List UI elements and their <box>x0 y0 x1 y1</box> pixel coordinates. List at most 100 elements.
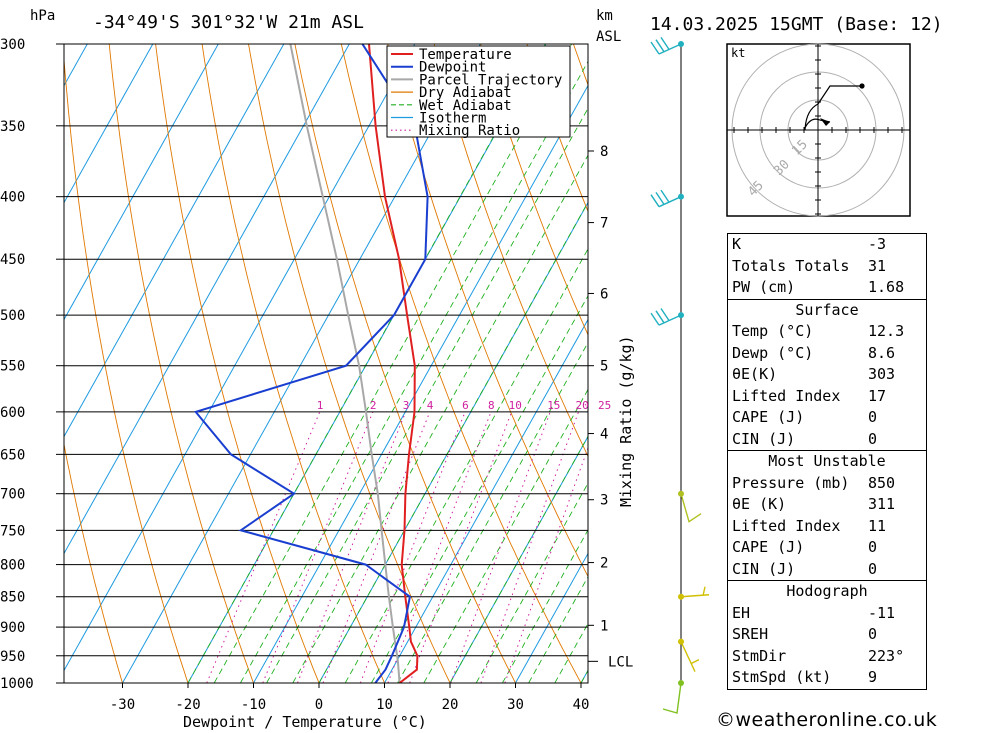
hodograph-unit-label: kt <box>731 46 745 60</box>
index-row: Lifted Index 17 <box>728 386 926 408</box>
km-tick-label: 6 <box>600 286 608 302</box>
wet-adiabat-line <box>318 201 588 683</box>
index-row: Dewp (°C) 8.6 <box>728 343 926 365</box>
km-tick-label: 4 <box>600 427 608 443</box>
km-tick-label: 5 <box>600 359 608 375</box>
asl-unit-label: ASL <box>596 29 621 45</box>
parcel-trajectory-curve <box>289 44 401 683</box>
mixing-ratio-value-label: 2 <box>370 399 377 412</box>
pressure-tick-label: 750 <box>0 523 25 539</box>
legend-box <box>386 45 571 138</box>
index-label: Temp (°C) <box>732 322 814 340</box>
mixing-ratio-line <box>206 411 321 683</box>
dry-adiabat-line <box>64 54 189 683</box>
index-row: StmDir 223° <box>728 646 926 668</box>
mixing-ratio-value-label: 20 <box>576 399 589 412</box>
mixing-ratio-line <box>480 411 579 683</box>
credit-link[interactable]: ©weatheronline.co.uk <box>716 709 938 731</box>
index-value: -3 <box>868 235 887 253</box>
pressure-tick-label: 900 <box>0 620 25 636</box>
index-label: CIN (J) <box>732 429 796 448</box>
index-label: K <box>732 235 742 253</box>
surface-title: Surface <box>795 300 859 319</box>
wet-adiabat-line <box>239 60 588 683</box>
index-value: 0 <box>868 625 878 643</box>
dry-adiabat-line <box>387 44 588 578</box>
dry-adiabat-line <box>526 44 588 213</box>
index-value: 12.3 <box>868 322 905 340</box>
wind-barb <box>650 189 682 208</box>
temperature-tick-label: 20 <box>442 697 459 713</box>
index-value: 9 <box>868 668 878 686</box>
wet-adiabat-line <box>213 44 573 683</box>
pressure-tick-label: 800 <box>0 558 25 574</box>
legend-entry-label: Parcel Trajectory <box>419 72 562 88</box>
index-row: PW (cm) 1.68 <box>728 277 926 299</box>
location-title: -34°49'S 301°32'W 21m ASL <box>93 12 364 33</box>
dry-adiabat-line <box>340 44 582 683</box>
dry-adiabat-line <box>480 44 588 336</box>
mixing-ratio-line <box>262 411 374 683</box>
km-tick-label: 1 <box>600 618 608 634</box>
mixing-ratio-line <box>322 411 431 683</box>
wet-adiabat-line <box>266 107 588 683</box>
index-value: 0 <box>868 538 878 556</box>
x-axis-label: Dewpoint / Temperature (°C) <box>183 713 427 731</box>
temperature-tick-label: -10 <box>241 697 266 713</box>
index-row: K -3 <box>728 234 926 256</box>
mixing-ratio-line <box>450 411 551 683</box>
index-label: CIN (J) <box>732 559 796 578</box>
pressure-tick-label: 600 <box>0 405 25 421</box>
index-value: 11 <box>868 516 887 535</box>
pressure-tick-label: 550 <box>0 359 25 375</box>
index-value: 17 <box>868 386 887 405</box>
index-label: CAPE (J) <box>732 408 805 426</box>
sounding-curves <box>193 44 429 683</box>
wind-barb <box>680 493 702 523</box>
pressure-unit-label: hPa <box>30 8 55 24</box>
index-row: CIN (J) 0 <box>728 559 926 581</box>
wind-barb <box>680 586 710 598</box>
dry-adiabat-line <box>294 44 517 683</box>
index-value: 31 <box>868 256 887 275</box>
datetime-title: 14.03.2025 15GMT (Base: 12) <box>650 14 943 35</box>
km-unit-label: km <box>596 8 613 24</box>
storm-motion-arrow <box>820 118 830 126</box>
hodograph-endpoint <box>859 83 865 89</box>
dry-adiabat-line <box>248 44 451 683</box>
temperature-tick-label: 10 <box>376 697 393 713</box>
pressure-tick-label: 300 <box>0 37 25 53</box>
mixing-ratio-value-label: 8 <box>488 399 495 412</box>
mixing-ratio-value-label: 3 <box>403 399 410 412</box>
mixing-ratio-labels: 1 2 3 4 6 8 10 15 20 25 <box>317 399 611 412</box>
mixing-ratio-value-label: 25 <box>598 399 611 412</box>
pressure-tick-label: 650 <box>0 447 25 463</box>
pressure-tick-label: 950 <box>0 649 25 665</box>
hodograph-indices: Hodograph EH -11 SREH 0 StmDir 223° StmSpd (kt… <box>727 580 927 690</box>
index-value: 0 <box>868 408 878 426</box>
isotherm-line <box>383 318 588 683</box>
dry-adiabat-line <box>433 44 588 458</box>
hodograph-trace <box>804 85 862 131</box>
wind-barb <box>650 308 682 326</box>
index-label: Pressure (mb) <box>732 473 850 492</box>
index-value: 223° <box>868 646 905 665</box>
index-row: Lifted Index 11 <box>728 516 926 538</box>
pressure-tick-label: 350 <box>0 119 25 135</box>
most-unstable-indices: Most Unstable Pressure (mb) 850 θE (K) 311 L… <box>727 450 927 580</box>
pressure-tick-label: 500 <box>0 308 25 324</box>
mixing-ratio-line <box>297 411 407 683</box>
plot-frame <box>63 43 589 684</box>
isotherm-line <box>64 44 285 438</box>
pressure-isobars <box>64 43 588 684</box>
wet-adiabat-line <box>187 44 546 683</box>
km-tick-label: 3 <box>600 493 608 509</box>
index-row: Totals Totals 31 <box>728 256 926 278</box>
pressure-tick-label: 850 <box>0 590 25 606</box>
index-label: Totals Totals <box>732 256 850 275</box>
mixing-ratio-value-label: 4 <box>427 399 434 412</box>
indices-table: K -3 Totals Totals 31 PW (cm) 1.68 Surface Te… <box>727 233 927 690</box>
km-tick-label: 7 <box>600 216 608 232</box>
